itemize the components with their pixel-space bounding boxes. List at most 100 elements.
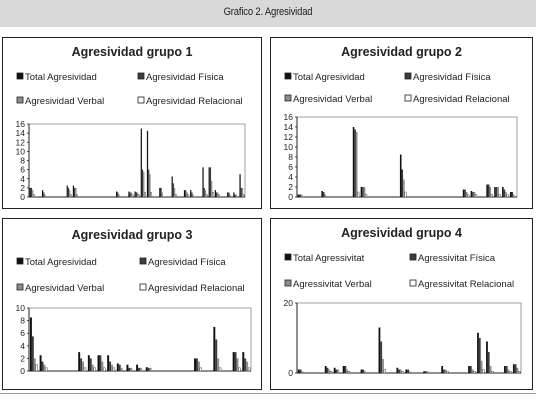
bar bbox=[217, 358, 220, 371]
legend-swatch bbox=[284, 279, 292, 287]
bar bbox=[401, 169, 404, 197]
bar bbox=[347, 371, 351, 374]
y-tick-label: 14 bbox=[16, 128, 26, 138]
y-tick-label: 2 bbox=[20, 353, 25, 363]
bar bbox=[67, 187, 70, 197]
y-tick-label: 14 bbox=[284, 122, 294, 132]
bar bbox=[487, 352, 490, 373]
bar bbox=[301, 371, 304, 373]
bar bbox=[116, 363, 119, 371]
legend-label: Agresividad Física bbox=[413, 72, 491, 83]
bar bbox=[346, 369, 349, 373]
bar bbox=[423, 371, 426, 373]
bar bbox=[195, 358, 198, 371]
chart-panel-grupo-1: Agresividad grupo 1 Total Agresividad Agre… bbox=[2, 37, 262, 209]
bar bbox=[399, 154, 402, 197]
y-tick-label: 0 bbox=[288, 192, 293, 202]
y-tick-label: 12 bbox=[284, 132, 294, 142]
bar bbox=[112, 367, 116, 372]
bar bbox=[138, 194, 140, 198]
bar bbox=[203, 187, 205, 197]
bar bbox=[135, 192, 137, 197]
bar bbox=[236, 358, 239, 371]
bar bbox=[183, 190, 186, 197]
chart-title: Agresividad grupo 4 bbox=[341, 226, 462, 240]
bar bbox=[333, 367, 336, 373]
bar bbox=[321, 191, 323, 197]
bar bbox=[140, 128, 142, 197]
legend-swatch bbox=[139, 257, 147, 265]
bar bbox=[407, 369, 409, 373]
bar bbox=[471, 369, 474, 373]
bar bbox=[491, 371, 494, 374]
bar bbox=[462, 189, 465, 197]
bar bbox=[75, 187, 77, 197]
bar bbox=[137, 192, 139, 197]
bar bbox=[43, 364, 46, 371]
bar bbox=[238, 367, 241, 372]
bar bbox=[233, 192, 235, 197]
bar bbox=[239, 174, 241, 197]
bar bbox=[160, 187, 162, 197]
bar bbox=[509, 371, 512, 374]
legend-swatch bbox=[409, 279, 417, 287]
bar bbox=[503, 189, 506, 197]
bar bbox=[509, 192, 512, 197]
bar bbox=[486, 341, 488, 373]
plot-area bbox=[28, 123, 246, 198]
bar bbox=[45, 367, 48, 372]
y-tick-label: 8 bbox=[20, 316, 25, 326]
bar bbox=[126, 364, 129, 371]
bar bbox=[342, 366, 345, 373]
bar bbox=[69, 190, 71, 197]
plot-area bbox=[296, 302, 522, 374]
bar bbox=[507, 369, 510, 373]
chart-grupo-3: Agresividad grupo 3 Total Agresividad Agre… bbox=[16, 228, 252, 376]
bar bbox=[205, 194, 208, 198]
legend-swatch bbox=[404, 72, 412, 80]
bar bbox=[354, 129, 356, 197]
bar bbox=[186, 192, 188, 197]
bar bbox=[229, 194, 231, 197]
bar bbox=[218, 194, 220, 198]
bar bbox=[192, 194, 194, 197]
bar bbox=[443, 369, 445, 373]
legend-label: Agresividad Relacional bbox=[413, 94, 510, 105]
bar bbox=[130, 192, 133, 197]
y-tick-label: 10 bbox=[16, 146, 26, 156]
bar bbox=[41, 361, 44, 371]
y-tick-label: 8 bbox=[20, 156, 25, 166]
bar bbox=[495, 187, 498, 197]
bar bbox=[149, 367, 152, 371]
bar bbox=[398, 369, 401, 373]
bar bbox=[131, 194, 134, 198]
bar bbox=[212, 192, 214, 198]
bar bbox=[83, 367, 87, 372]
bar bbox=[174, 187, 176, 197]
legend-swatch bbox=[284, 94, 292, 102]
y-tick-label: 10 bbox=[16, 303, 26, 313]
bar bbox=[498, 194, 501, 198]
bar bbox=[470, 191, 473, 197]
y-tick-label: 12 bbox=[16, 137, 26, 147]
bar bbox=[405, 369, 408, 373]
bar bbox=[247, 367, 251, 372]
bar bbox=[329, 371, 333, 374]
bar bbox=[426, 371, 429, 373]
bar bbox=[518, 371, 521, 374]
bar bbox=[161, 192, 163, 197]
bar bbox=[382, 359, 384, 373]
legend-label: Agresividad Relacional bbox=[148, 283, 245, 294]
y-tick-label: 16 bbox=[284, 112, 294, 122]
y-tick-label: 20 bbox=[284, 298, 294, 308]
bar bbox=[74, 187, 76, 197]
bar bbox=[362, 369, 365, 373]
bar bbox=[403, 179, 405, 197]
bar bbox=[32, 190, 34, 197]
bar bbox=[475, 194, 478, 198]
bar bbox=[503, 366, 506, 373]
bar bbox=[109, 361, 112, 371]
bar bbox=[465, 192, 468, 197]
y-tick-label: 4 bbox=[288, 172, 293, 182]
legend-swatch bbox=[284, 253, 292, 261]
